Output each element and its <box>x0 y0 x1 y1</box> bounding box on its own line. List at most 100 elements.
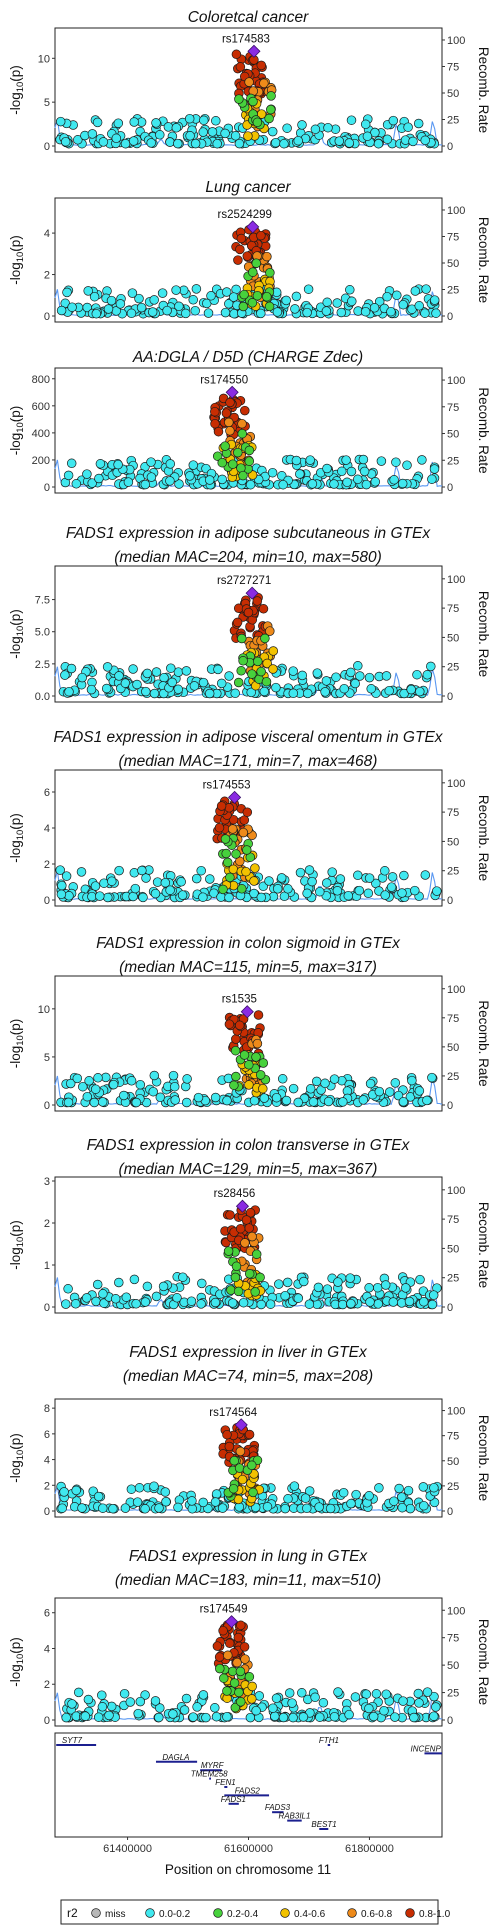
y2-tick-label: 50 <box>447 1042 459 1054</box>
snp-point <box>288 1712 298 1723</box>
snp-point <box>64 686 74 697</box>
snp-point <box>321 676 332 686</box>
snp-point <box>228 292 239 302</box>
snp-point <box>129 1274 140 1285</box>
snp-point <box>302 307 312 318</box>
snp-point <box>365 1297 375 1307</box>
snp-point <box>265 626 275 636</box>
y2-tick-label: 75 <box>447 1214 459 1226</box>
y-axis-label: -log10(p) <box>8 1220 26 1270</box>
snp-point <box>387 872 398 882</box>
snp-point <box>235 244 245 255</box>
x-tick-label: 61400000 <box>103 1843 152 1855</box>
snp-point <box>201 1712 211 1723</box>
snp-point <box>242 251 253 261</box>
snp-point <box>91 1296 101 1307</box>
snp-point <box>256 892 267 903</box>
y2-tick-label: 100 <box>447 35 465 47</box>
snp-point <box>154 1503 164 1513</box>
snp-point <box>427 1072 437 1083</box>
snp-point <box>381 1689 391 1699</box>
y2-tick-label: 50 <box>447 836 459 848</box>
snp-point <box>188 1712 198 1722</box>
snp-point <box>323 1096 334 1107</box>
snp-point <box>282 1277 293 1288</box>
snp-point <box>140 479 151 490</box>
snp-point <box>255 1070 266 1080</box>
snp-point <box>155 130 165 140</box>
snp-point <box>244 456 255 466</box>
snp-point <box>224 671 234 681</box>
snp-point <box>67 302 77 312</box>
legend-label: miss <box>105 1909 126 1920</box>
snp-point <box>222 1711 232 1722</box>
snp-point <box>364 1703 374 1714</box>
snp-point <box>272 884 283 894</box>
y-tick-label: 4 <box>44 1643 50 1655</box>
y-tick-label: 1 <box>44 1260 50 1272</box>
snp-point <box>172 1293 182 1303</box>
snp-point <box>290 304 300 314</box>
y2-tick-label: 25 <box>447 662 459 674</box>
y-tick-label: 10 <box>38 1004 50 1016</box>
snp-point <box>339 683 349 694</box>
panel-title: (median MAC=171, min=7, max=468) <box>119 753 378 770</box>
snp-point <box>233 603 244 614</box>
snp-point <box>422 670 433 680</box>
y-axis-label: -log10(p) <box>8 1637 26 1687</box>
snp-point <box>230 1045 241 1056</box>
snp-point <box>198 127 208 137</box>
snp-point <box>368 1711 379 1722</box>
snp-point <box>103 892 113 903</box>
snp-point <box>353 661 363 671</box>
snp-point <box>315 1712 325 1722</box>
snp-point <box>422 1687 433 1697</box>
snp-point <box>140 1504 150 1514</box>
snp-point <box>82 469 92 479</box>
snp-point <box>236 666 246 676</box>
snp-point <box>364 1283 374 1293</box>
snp-point <box>86 684 97 695</box>
snp-point <box>345 285 355 295</box>
snp-point <box>114 865 124 876</box>
snp-points <box>56 224 441 319</box>
snp-point <box>237 633 247 644</box>
snp-point <box>404 1296 415 1307</box>
snp-point <box>270 1711 280 1721</box>
snp-point <box>244 1672 255 1682</box>
snp-points <box>61 1620 442 1723</box>
snp-point <box>141 686 151 697</box>
snp-point <box>77 672 87 683</box>
lead-snp-label: rs1535 <box>222 994 257 1006</box>
panel-title: FADS1 expression in liver in GTEx <box>129 1344 368 1361</box>
snp-point <box>81 1293 92 1303</box>
snp-point <box>390 1078 401 1088</box>
snp-point <box>256 60 267 71</box>
snp-point <box>240 1238 250 1248</box>
snp-point <box>362 131 373 142</box>
y-tick-label: 10 <box>38 53 50 65</box>
snp-point <box>93 1073 103 1083</box>
gene-label: FEN1 <box>215 1778 235 1787</box>
snp-point <box>98 1289 108 1299</box>
gene-items: SYT7 FTH1INCENPDAGLAMYRFTMEM258FEN1FADS2F… <box>56 1736 442 1830</box>
snp-point <box>271 682 281 693</box>
snp-point <box>271 1693 282 1704</box>
panel-7: FADS1 expression in colon transverse in … <box>8 1137 491 1314</box>
snp-point <box>410 885 420 896</box>
snp-point <box>186 1296 197 1306</box>
snp-point <box>177 890 188 900</box>
snp-point <box>313 1282 324 1293</box>
snp-point <box>283 1494 293 1504</box>
snp-point <box>335 874 346 884</box>
snp-point <box>197 1278 207 1289</box>
lead-snp-marker <box>235 1199 250 1213</box>
snp-point <box>181 666 192 676</box>
y2-tick-label: 75 <box>447 231 459 243</box>
snp-point <box>128 664 138 674</box>
snp-point <box>173 1502 183 1513</box>
snp-point <box>389 475 399 485</box>
snp-point <box>389 1496 399 1506</box>
y-axis-label: -log10(p) <box>8 1433 26 1483</box>
